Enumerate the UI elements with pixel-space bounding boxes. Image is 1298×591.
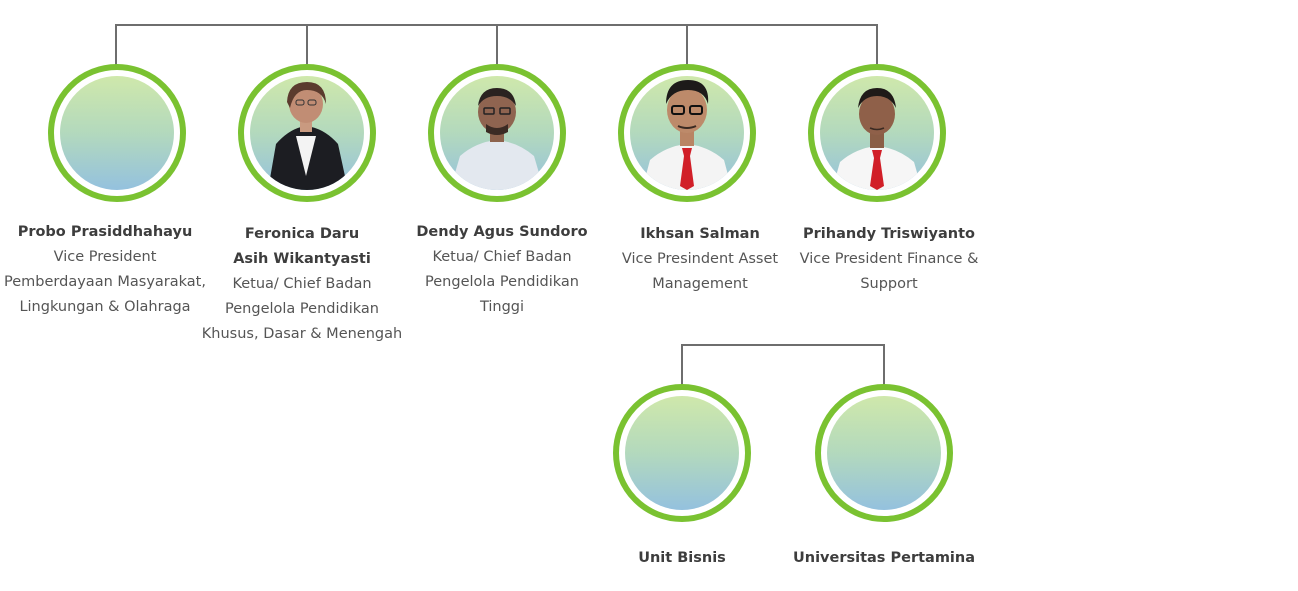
connector-drop	[681, 344, 683, 386]
portrait-man-tie-icon	[832, 88, 922, 190]
person-label: Probo Prasiddhahayu Vice President Pembe…	[0, 220, 210, 320]
person-name: Dendy Agus Sundoro	[416, 224, 588, 240]
person-node	[428, 64, 566, 202]
connector-drop	[876, 24, 878, 66]
connector-drop	[115, 24, 117, 66]
avatar	[60, 76, 174, 190]
unit-node	[613, 384, 751, 522]
person-node	[48, 64, 186, 202]
avatar	[250, 76, 364, 190]
person-node	[238, 64, 376, 202]
person-label: Ikhsan Salman Vice Presindent Asset Mana…	[595, 222, 805, 297]
unit-name: Universitas Pertamina	[792, 550, 975, 566]
portrait-man-icon	[450, 88, 544, 190]
person-name: Feronica Daru Asih Wikantyasti	[233, 226, 371, 267]
person-role: Vice President Finance & Support	[799, 251, 979, 292]
unit-disc	[625, 396, 739, 510]
unit-disc	[827, 396, 941, 510]
person-role: Vice Presindent Asset Management	[621, 251, 779, 292]
person-node	[618, 64, 756, 202]
connector-drop	[883, 344, 885, 386]
person-role: Ketua/ Chief Badan Pengelola Pendidikan …	[425, 249, 579, 315]
person-role: Vice President Pemberdayaan Masyarakat, …	[4, 249, 206, 315]
person-role: Ketua/ Chief Badan Pengelola Pendidikan …	[201, 276, 403, 342]
unit-label: Unit Bisnis	[582, 546, 782, 571]
person-label: Prihandy Triswiyanto Vice President Fina…	[784, 222, 994, 297]
person-label: Dendy Agus Sundoro Ketua/ Chief Badan Pe…	[397, 220, 607, 320]
connector-drop	[496, 24, 498, 66]
connector-lower-bar	[681, 344, 884, 346]
person-node	[808, 64, 946, 202]
portrait-man-tie-icon	[642, 80, 732, 190]
unit-node	[815, 384, 953, 522]
person-label: Feronica Daru Asih Wikantyasti Ketua/ Ch…	[197, 222, 407, 347]
portrait-woman-icon	[268, 82, 348, 190]
person-name: Probo Prasiddhahayu	[17, 224, 193, 240]
avatar	[630, 76, 744, 190]
avatar	[820, 76, 934, 190]
unit-label: Universitas Pertamina	[774, 546, 994, 571]
connector-drop	[306, 24, 308, 66]
person-name: Prihandy Triswiyanto	[803, 226, 975, 242]
connector-drop	[686, 24, 688, 66]
avatar	[440, 76, 554, 190]
person-name: Ikhsan Salman	[640, 226, 760, 242]
unit-name: Unit Bisnis	[638, 550, 726, 566]
